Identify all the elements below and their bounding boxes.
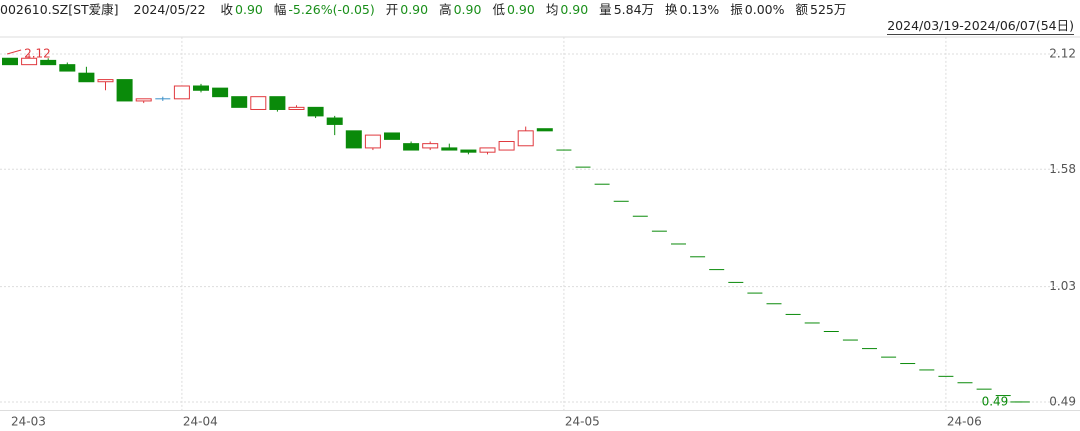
- candle-body: [479, 147, 496, 153]
- candle-body: [536, 128, 553, 132]
- candle-body: [97, 79, 114, 83]
- candle-body: [231, 96, 248, 108]
- field-value: 0.90: [235, 2, 263, 17]
- field-label: 高: [439, 2, 452, 17]
- x-tick-label: 24-06: [947, 415, 982, 429]
- quote-date: 2024/05/22: [133, 2, 206, 17]
- candle-body: [326, 117, 343, 125]
- y-tick-label: 1.03: [1049, 279, 1076, 293]
- max-label: 2.12: [24, 46, 51, 60]
- candle-body: [269, 96, 286, 110]
- field-label: 换: [665, 2, 678, 17]
- y-tick-label: 1.58: [1049, 162, 1076, 176]
- field-label: 幅: [273, 2, 287, 17]
- stock-code: 002610.SZ[ST爱康]: [0, 2, 119, 17]
- field-label: 振: [730, 2, 743, 17]
- candle-body: [422, 143, 439, 149]
- candle-body: [307, 106, 324, 117]
- candle-body: [78, 72, 95, 83]
- candle-body: [517, 130, 534, 147]
- candle-body: [2, 57, 18, 66]
- field-value: 0.90: [453, 2, 482, 17]
- candle-body: [460, 149, 477, 153]
- x-tick-label: 24-04: [183, 415, 218, 429]
- candle-body: [441, 147, 458, 151]
- field-label: 开: [385, 2, 399, 17]
- y-tick-label: 0.49: [1049, 394, 1076, 408]
- candle-body: [403, 143, 420, 151]
- field-value: 5.84万: [613, 2, 655, 17]
- field-label: 额: [795, 2, 809, 17]
- x-tick-label: 24-03: [11, 415, 46, 429]
- candle-body: [40, 59, 57, 66]
- field-label: 低: [492, 2, 505, 17]
- x-tick-label: 24-05: [565, 415, 600, 429]
- y-tick-label: 2.12: [1049, 46, 1076, 60]
- candle-body: [288, 106, 305, 110]
- field-label: 量: [599, 2, 612, 17]
- field-value: -5.26%(-0.05): [288, 2, 375, 17]
- field-label: 收: [220, 2, 234, 17]
- candle-body: [135, 98, 152, 102]
- candle-body: [59, 64, 76, 72]
- field-value: 525万: [810, 2, 847, 17]
- min-label: 0.49: [982, 394, 1009, 408]
- candle-body: [116, 79, 133, 102]
- field-value: 0.00%: [744, 2, 785, 17]
- candle-body: [364, 134, 381, 149]
- field-value: 0.90: [400, 2, 429, 17]
- candle-body: [212, 87, 229, 98]
- candle-body: [193, 85, 209, 91]
- quote-header: 002610.SZ[ST爱康] 2024/05/22 收 0.90 幅 -5.26%(…: [0, 0, 848, 20]
- candle-body: [498, 141, 515, 151]
- field-value: 0.90: [560, 2, 589, 17]
- field-value: 0.13%: [679, 2, 720, 17]
- candle-body: [345, 130, 362, 149]
- candle-body: [250, 96, 267, 110]
- date-range[interactable]: 2024/03/19-2024/06/07(54日): [887, 18, 1074, 35]
- candle-body: [173, 85, 190, 100]
- candle-body: [384, 132, 400, 140]
- max-pointer: [6, 49, 22, 55]
- field-value: 0.90: [506, 2, 535, 17]
- candle-body: [21, 57, 38, 66]
- field-label: 均: [545, 2, 559, 17]
